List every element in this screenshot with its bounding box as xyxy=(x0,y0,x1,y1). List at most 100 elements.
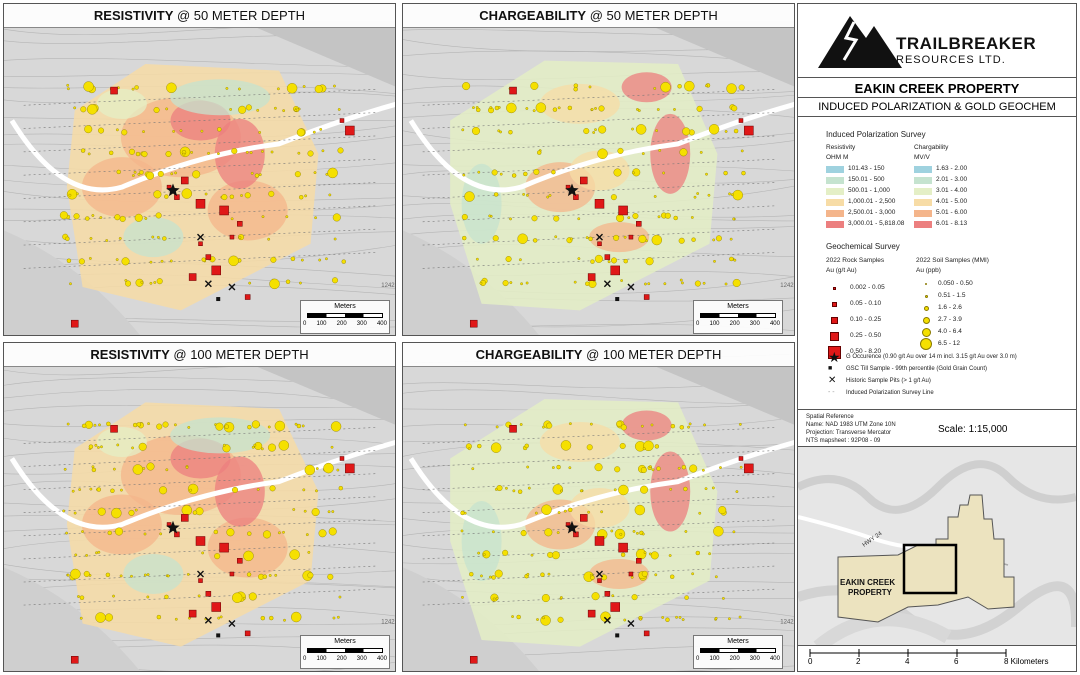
soil-sample-point xyxy=(494,487,498,491)
soil-sample-point xyxy=(330,445,334,449)
contour-label: 1242 xyxy=(381,620,395,626)
soil-sample-point xyxy=(650,551,659,560)
rock-sample-point xyxy=(110,425,118,433)
soil-sample-point xyxy=(328,527,337,536)
soil-sample-point xyxy=(733,258,737,262)
soil-sample-point xyxy=(654,573,658,577)
soil-sample-point xyxy=(231,592,243,603)
highway-road xyxy=(9,439,395,530)
hill-shade xyxy=(4,567,140,671)
soil-sample-point xyxy=(509,217,512,221)
historic-pit-cross-icon xyxy=(596,570,603,578)
map-canvas: 1242 xyxy=(403,343,794,671)
ip-anomaly xyxy=(207,180,288,241)
hill-shade xyxy=(4,230,140,335)
soil-sample-point xyxy=(262,574,268,579)
soil-sample-point xyxy=(65,236,70,241)
soil-sample-point xyxy=(611,257,618,264)
soil-sample-point xyxy=(563,509,567,513)
soil-sample-point xyxy=(232,486,239,493)
soil-sample-point xyxy=(661,616,665,619)
soil-sample-point xyxy=(548,194,552,197)
soil-sample-point xyxy=(534,511,538,515)
soil-sample-point xyxy=(527,486,531,490)
symbol-label: GSC Till Sample - 99th percentile (Gold … xyxy=(846,366,988,372)
resistivity-heading: Resistivity xyxy=(826,144,856,151)
rock-sample-point xyxy=(174,531,180,538)
rock-sample-point xyxy=(610,602,620,612)
soil-sample-circle-icon xyxy=(920,338,932,350)
soil-sample-point xyxy=(143,573,147,577)
soil-sample-circle-icon xyxy=(921,327,931,337)
soil-sample-point xyxy=(630,575,634,579)
soil-sample-point xyxy=(96,487,101,492)
soil-sample-point xyxy=(740,149,744,153)
chargeability-swatch xyxy=(914,177,932,184)
rock-sample-point xyxy=(636,221,642,227)
rock-sample-point xyxy=(628,234,634,240)
contour-label: 1242 xyxy=(381,283,395,289)
soil-sample-point xyxy=(108,150,114,156)
geochem-heading: Geochemical Survey xyxy=(826,242,900,251)
property-label-2: PROPERTY xyxy=(848,588,893,597)
soil-sample-point xyxy=(567,105,573,111)
soil-sample-point xyxy=(134,213,143,222)
soil-sample-point xyxy=(551,169,556,175)
ip-survey-line xyxy=(23,158,378,176)
ip-survey-line xyxy=(23,427,378,444)
soil-sample-point xyxy=(63,467,67,471)
soil-sample-point xyxy=(600,510,604,514)
property-subtitle: INDUCED POLARIZATION & GOLD GEOCHEM xyxy=(798,99,1076,117)
resistivity-class-label: 150.01 - 500 xyxy=(848,176,885,183)
soil-sample-point xyxy=(112,467,116,471)
soil-sample-point xyxy=(149,260,153,264)
gsc-till-sample-icon xyxy=(216,297,221,302)
soil-sample-point xyxy=(66,87,70,91)
soil-sample-point xyxy=(197,594,201,598)
rock-sample-point xyxy=(219,205,229,216)
soil-sample-point xyxy=(632,530,636,533)
gold-occurrence-star-icon xyxy=(166,183,180,197)
soil-sample-point xyxy=(462,82,471,91)
soil-sample-point xyxy=(463,511,467,515)
soil-sample-point xyxy=(489,106,493,109)
soil-sample-point xyxy=(238,87,241,91)
rock-sample-point xyxy=(188,273,197,281)
soil-sample-point xyxy=(688,422,692,426)
resistivity-class-label: 1,000.01 - 2,500 xyxy=(848,198,896,205)
soil-sample-point xyxy=(153,281,157,284)
soil-sample-point xyxy=(229,194,235,199)
ip-survey-line xyxy=(422,182,777,199)
soil-sample-point xyxy=(283,618,286,622)
ip-anomaly xyxy=(461,501,502,581)
ip-survey-line xyxy=(422,496,777,513)
soil-sample-point xyxy=(658,149,662,152)
soil-sample-point xyxy=(463,423,467,427)
soil-sample-point xyxy=(651,468,655,472)
soil-sample-point xyxy=(294,422,298,426)
soil-sample-point xyxy=(119,574,123,578)
soil-sample-point xyxy=(133,170,137,174)
soil-sample-point xyxy=(690,216,694,219)
rock-sample-point xyxy=(580,514,588,522)
soil-sample-point xyxy=(590,259,595,264)
soil-sample-point xyxy=(530,553,534,557)
soil-sample-point xyxy=(99,216,103,219)
historic-pit-cross-icon xyxy=(627,283,635,291)
map-canvas: 1242 xyxy=(403,4,794,335)
rock-sample-square-icon xyxy=(829,331,839,341)
soil-sample-point xyxy=(185,466,189,469)
logo-name: TRAILBREAKER xyxy=(896,34,1037,53)
soil-sample-point xyxy=(556,531,560,534)
soil-sample-point xyxy=(116,443,120,447)
soil-sample-point xyxy=(732,189,743,201)
soil-sample-point xyxy=(713,259,716,263)
soil-sample-point xyxy=(105,239,109,242)
soil-sample-point xyxy=(461,213,468,220)
soil-sample-point xyxy=(238,236,242,239)
soil-sample-point xyxy=(278,440,290,451)
soil-sample-point xyxy=(269,615,274,621)
ip-survey-line xyxy=(422,588,777,606)
soil-sample-point xyxy=(631,594,638,601)
soil-sample-point xyxy=(319,128,323,131)
